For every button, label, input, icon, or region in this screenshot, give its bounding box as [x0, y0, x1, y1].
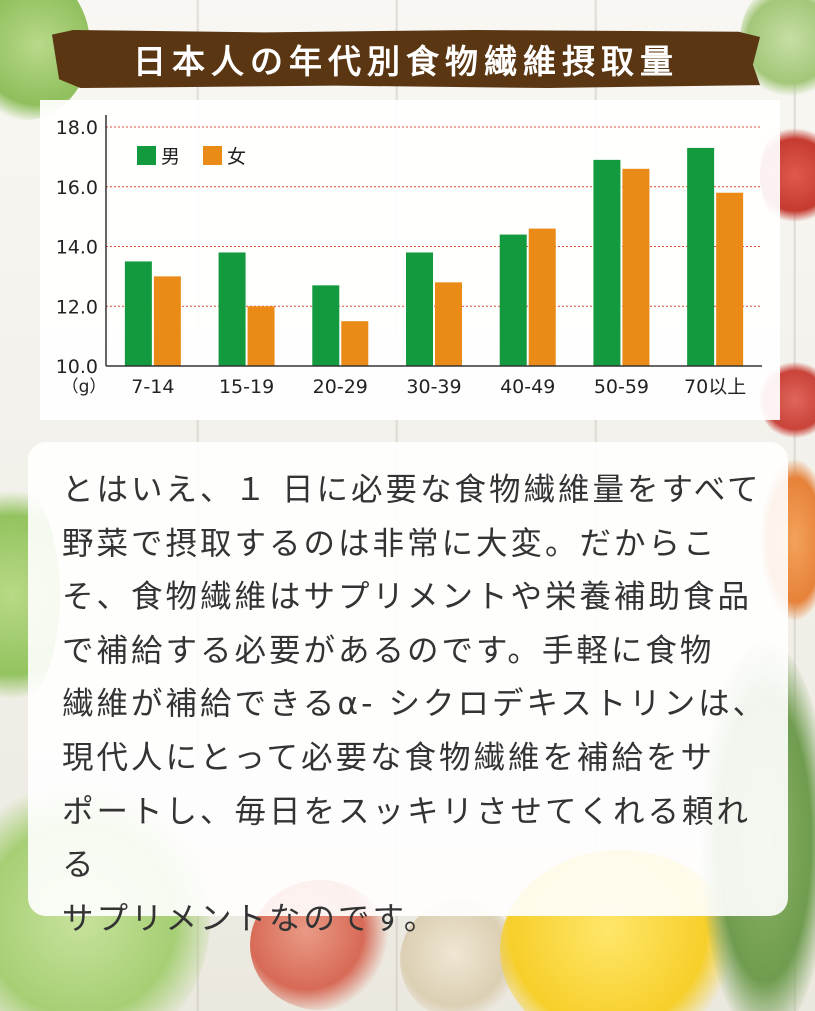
x-tick-label: 7-14 [131, 376, 174, 398]
body-text: とはいえ、１ 日に必要な食物繊維量をすべて 野菜で摂取するのは非常に大変。だからこ… [62, 464, 768, 946]
bar-female [247, 306, 275, 366]
x-tick-label: 30-39 [406, 376, 461, 398]
y-tick-label: 16.0 [56, 177, 98, 199]
bar-male [499, 234, 527, 366]
body-text-line: 繊維が補給できるα- シクロデキストリンは、 [62, 686, 768, 723]
y-tick-label: 18.0 [56, 117, 98, 139]
legend-label: 女 [227, 146, 246, 168]
chart-panel: 10.0 12.0 14.0 16.0 18.0 （g） 7-14 15-19 20-29 30-… [40, 100, 780, 420]
bar-female [435, 282, 462, 366]
legend-swatch [203, 146, 222, 165]
bar-male [406, 252, 433, 366]
bar-female [341, 321, 369, 366]
body-text-line: ポートし、毎日をスッキリさせてくれる頼れる [62, 793, 752, 884]
body-text-line: とはいえ、１ 日に必要な食物繊維量をすべて [62, 472, 762, 508]
x-tick-label: 20-29 [313, 376, 368, 398]
x-tick-label: 40-49 [500, 376, 555, 398]
x-tick-label: 15-19 [219, 376, 274, 398]
body-text-line: 野菜で摂取するのは非常に大変。だからこ [62, 525, 718, 562]
y-tick-label: 10.0 [56, 356, 98, 378]
x-tick-label: 50-59 [594, 376, 649, 398]
bar-chart: 10.0 12.0 14.0 16.0 18.0 （g） 7-14 15-19 20-29 30-… [56, 115, 762, 398]
bar-female [716, 192, 744, 366]
bar-female [153, 276, 181, 366]
bar-male [218, 252, 246, 366]
y-tick-label: 14.0 [56, 237, 98, 259]
legend-swatch [137, 146, 156, 165]
bar-female [528, 228, 556, 366]
bar-male [312, 285, 340, 366]
bar-male [124, 261, 152, 366]
bar-male [687, 147, 715, 366]
title-banner: 日本人の年代別食物繊維摂取量 [52, 30, 760, 88]
chart-title: 日本人の年代別食物繊維摂取量 [133, 42, 679, 81]
legend-label: 男 [161, 146, 180, 168]
body-text-line: 現代人にとって必要な食物繊維を補給をサ [62, 739, 715, 776]
body-text-panel: とはいえ、１ 日に必要な食物繊維量をすべて 野菜で摂取するのは非常に大変。だからこ… [28, 442, 788, 937]
body-text-line: そ、食物繊維はサプリメントや栄養補助食品 [62, 579, 753, 616]
bar-female [622, 168, 650, 366]
y-tick-label: 12.0 [56, 296, 98, 318]
body-text-line: サプリメントなのです。 [62, 900, 439, 937]
body-text-line: で補給する必要があるのです。手軽に食物 [62, 632, 715, 669]
bar-male [593, 159, 621, 366]
y-unit-label: （g） [62, 377, 107, 397]
x-tick-label: 70以上 [684, 376, 746, 398]
